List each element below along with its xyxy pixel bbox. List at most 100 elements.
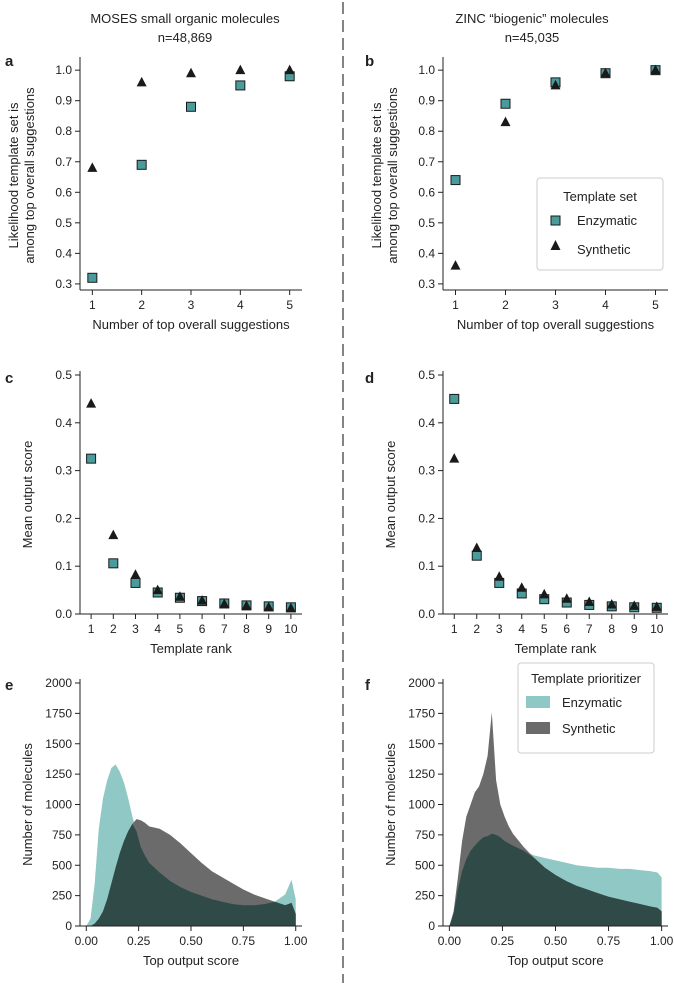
y-axis-label: Number of molecules [383, 743, 398, 866]
y-axis-label: Likelihood template set is [6, 102, 21, 248]
synthetic-point [539, 588, 550, 599]
synthetic-point [500, 116, 511, 127]
x-tick-label: 2 [473, 622, 480, 636]
y-tick-label: 250 [52, 889, 72, 903]
synthetic-point [651, 601, 662, 611]
y-tick-label: 1500 [45, 737, 72, 751]
y-tick-label: 1.0 [418, 63, 435, 77]
x-tick-label: 4 [602, 298, 609, 312]
x-tick-label: 0.75 [597, 934, 621, 948]
synthetic-point [197, 595, 208, 605]
y-tick-label: 0.5 [55, 216, 72, 230]
legend-b: Template set Enzymatic Synthetic [536, 177, 664, 271]
synthetic-point [263, 601, 274, 612]
y-tick-label: 1000 [45, 798, 72, 812]
y-tick-label: 0.7 [55, 155, 72, 169]
y-tick-label: 0.4 [418, 416, 435, 430]
y-tick-label: 0.6 [55, 185, 72, 199]
x-tick-label: 5 [652, 298, 659, 312]
x-tick-label: 0.50 [544, 934, 568, 948]
synthetic-point [606, 598, 617, 609]
legend-enzymatic-swatch [526, 696, 550, 708]
synthetic-point [174, 591, 185, 601]
y-tick-label: 0.1 [418, 559, 435, 573]
synthetic-point [108, 529, 119, 540]
synthetic-point [600, 67, 611, 78]
y-tick-label: 0.0 [418, 607, 435, 621]
panel-f: f 0 250 500 750 1000 1250 1500 1750 2000 0.00 0.25 0… [365, 662, 674, 968]
series-enzymatic [86, 453, 296, 613]
legend-synthetic-label: Synthetic [562, 721, 616, 736]
x-tick-label: 10 [284, 622, 298, 636]
x-tick-label: 10 [650, 622, 664, 636]
synthetic-point [152, 584, 163, 595]
y-tick-label: 0.5 [55, 368, 72, 382]
panel-letter-f: f [365, 677, 371, 694]
enzymatic-point [136, 159, 147, 170]
panel-letter-b: b [365, 53, 374, 70]
y-tick-label: 0 [65, 919, 72, 933]
panel-letter-e: e [5, 677, 13, 694]
legend-f: Template prioritizer Enzymatic Synthetic [517, 662, 655, 754]
y-tick-label: 500 [415, 858, 435, 872]
x-axis-label: Number of top overall suggestions [457, 317, 655, 332]
x-tick-label: 6 [563, 622, 570, 636]
x-tick-label: 3 [496, 622, 503, 636]
enzymatic-point [500, 98, 511, 109]
synthetic-point [136, 76, 147, 87]
y-tick-label: 0.9 [55, 94, 72, 108]
y-tick-label: 0.9 [418, 94, 435, 108]
enzymatic-point [235, 80, 246, 91]
x-tick-label: 1 [89, 298, 96, 312]
y-tick-label: 0.3 [55, 277, 72, 291]
overlap-histogram-area [449, 833, 662, 926]
panel-c: c 0.0 0.1 0.2 0.3 0.4 0.5 1 2 3 4 5 6 7 8 9 10 Template r… [5, 368, 302, 656]
x-tick-label: 4 [154, 622, 161, 636]
x-axis-label: Top output score [507, 953, 603, 968]
x-tick-label: 8 [608, 622, 615, 636]
left-column-sample-size: n=48,869 [158, 30, 213, 45]
y-tick-label: 0.3 [418, 277, 435, 291]
y-tick-label: 0.5 [418, 216, 435, 230]
series-synthetic [450, 64, 661, 270]
enzymatic-point [449, 393, 460, 404]
series-synthetic [86, 398, 296, 613]
synthetic-point [471, 542, 482, 553]
y-axis-label: Mean output score [20, 441, 35, 549]
x-tick-label: 1.00 [284, 934, 308, 948]
panel-letter-c: c [5, 370, 13, 387]
y-tick-label: 0.2 [418, 511, 435, 525]
x-tick-label: 6 [199, 622, 206, 636]
y-tick-label: 750 [52, 828, 72, 842]
x-tick-label: 9 [265, 622, 272, 636]
x-tick-label: 5 [177, 622, 184, 636]
y-axis-label: Likelihood template set is [369, 102, 384, 248]
panels-container: a 0.3 0.4 0.5 0.6 0.7 0.8 0.9 1.0 1 2 3 4 5 Number of … [5, 53, 674, 968]
y-tick-label: 2000 [45, 676, 72, 690]
synthetic-point [584, 596, 595, 607]
x-tick-label: 3 [132, 622, 139, 636]
x-axis-label: Number of top overall suggestions [92, 317, 290, 332]
y-axis-label: among top overall suggestions [22, 87, 37, 264]
enzymatic-point [450, 175, 461, 186]
legend-box [517, 662, 655, 754]
synthetic-point [235, 64, 246, 75]
synthetic-point [241, 600, 252, 610]
y-tick-label: 1000 [408, 798, 435, 812]
x-tick-label: 0.00 [438, 934, 462, 948]
synthetic-point [186, 67, 196, 78]
synthetic-point [130, 569, 141, 579]
enzymatic-point [130, 577, 141, 588]
x-tick-label: 2 [138, 298, 145, 312]
legend-box [536, 177, 664, 271]
legend-synthetic-label: Synthetic [577, 242, 631, 257]
x-tick-label: 1.00 [650, 934, 674, 948]
x-tick-label: 8 [243, 622, 250, 636]
y-tick-label: 0.4 [55, 246, 72, 260]
enzymatic-point [471, 550, 482, 561]
x-tick-label: 2 [502, 298, 509, 312]
series-enzymatic [87, 71, 295, 283]
y-tick-label: 1.0 [55, 63, 72, 77]
x-tick-label: 2 [110, 622, 117, 636]
series-synthetic [87, 64, 295, 172]
